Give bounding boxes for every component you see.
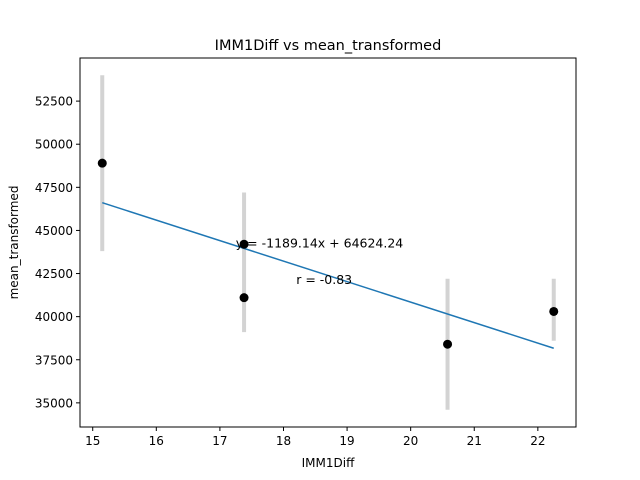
x-tick-label: 15 (85, 434, 100, 448)
y-tick-label: 35000 (35, 396, 73, 410)
data-point (239, 293, 249, 303)
x-tick-label: 17 (212, 434, 227, 448)
y-tick-label: 37500 (35, 353, 73, 367)
x-tick-label: 19 (339, 434, 354, 448)
y-tick-label: 42500 (35, 267, 73, 281)
x-tick-label: 21 (467, 434, 482, 448)
y-tick-label: 47500 (35, 181, 73, 195)
y-tick-label: 50000 (35, 138, 73, 152)
x-axis-label: IMM1Diff (302, 456, 355, 470)
x-tick-label: 18 (276, 434, 291, 448)
data-point (549, 306, 559, 316)
axes-frame (79, 57, 577, 428)
y-tick-label: 52500 (35, 95, 73, 109)
x-tick-label: 20 (403, 434, 418, 448)
equation-annotation: y = -1189.14x + 64624.24 (236, 236, 404, 251)
x-tick-label: 22 (530, 434, 545, 448)
data-point (443, 339, 453, 349)
chart-title: IMM1Diff vs mean_transformed (215, 38, 442, 54)
plot-area (97, 75, 559, 410)
y-tick-label: 45000 (35, 224, 73, 238)
x-tick-label: 16 (149, 434, 164, 448)
trend-line (102, 201, 554, 349)
y-tick-label: 40000 (35, 310, 73, 324)
data-point (239, 239, 249, 249)
y-axis-label: mean_transformed (7, 186, 21, 300)
correlation-annotation: r = -0.83 (296, 272, 352, 287)
data-point (97, 158, 107, 168)
